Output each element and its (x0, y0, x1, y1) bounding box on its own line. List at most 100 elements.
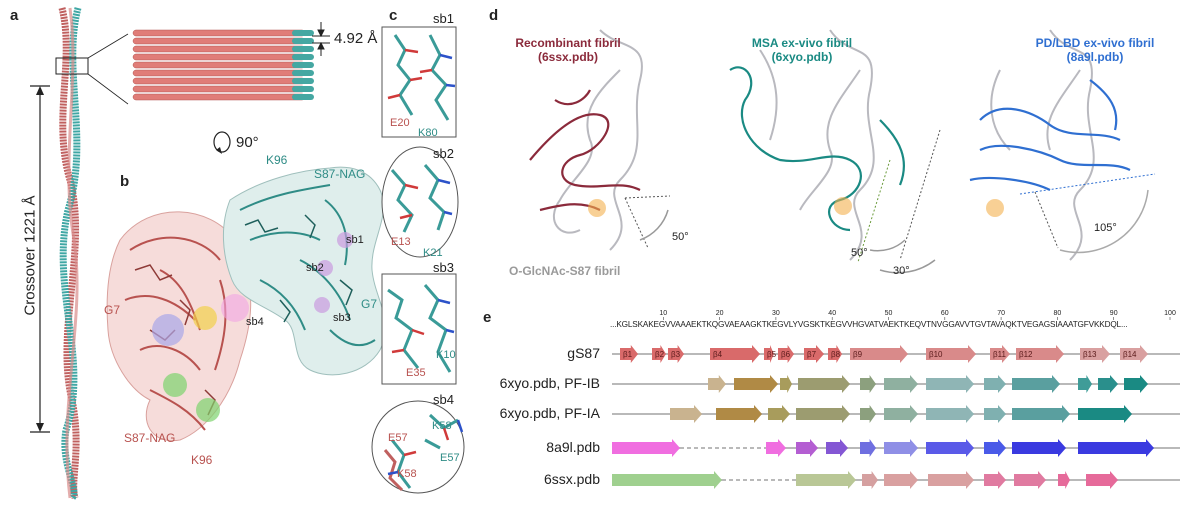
beta-strand-arrow (926, 439, 974, 457)
zoom-box (55, 57, 89, 75)
sheet-layer-end (292, 78, 314, 84)
crossover-arrow (30, 85, 50, 433)
label-sb1: sb1 (346, 234, 364, 246)
panel-letter-d: d (489, 7, 499, 24)
beta-strand-label: β7 (807, 350, 817, 359)
fibril-sheet-zoom (132, 29, 314, 101)
beta-strand-arrow (1012, 405, 1070, 423)
sheet-layer (132, 69, 306, 77)
strand-diagram: β1 β2 β3 β4 β5 β6 β7 β8 β9 β10 β11 β12 β13 β14 (612, 345, 1180, 489)
beta-strand-arrow (984, 439, 1006, 457)
seq-tick-label: 70 (997, 310, 1005, 317)
sheet-layer (132, 85, 306, 93)
beta-strand-arrow (612, 439, 680, 457)
strand-row-label: 8a9l.pdb (546, 439, 600, 455)
label-g7-right: G7 (361, 297, 378, 311)
sb1-res-b: K80 (418, 127, 438, 139)
panel-letter-c: c (389, 7, 398, 24)
angle-label-2: 50° (851, 247, 868, 259)
beta-strand-arrow (1012, 375, 1060, 393)
sb4-res-b: E57 (388, 432, 408, 444)
beta-strand-arrow (668, 345, 684, 363)
beta-strand-arrow (984, 375, 1006, 393)
seq-tick-label: 100 (1164, 310, 1176, 317)
sb1-title: sb1 (433, 11, 454, 26)
sheet-layer-end (292, 70, 314, 76)
rotation-label: 90° (236, 134, 259, 151)
beta-strand-label: β11 (993, 350, 1006, 359)
beta-strand-label: β13 (1083, 350, 1097, 359)
beta-strand-label: β2 (655, 350, 665, 359)
title-6xyo: MSA ex-vivo fibril (6xyo.pdb) (751, 36, 853, 64)
beta-strand-arrow (652, 345, 666, 363)
beta-strand-arrow (826, 439, 848, 457)
strand-row (612, 375, 1180, 393)
strand-row (612, 439, 1180, 457)
beta-strand-arrow (766, 439, 786, 457)
crossover-label: Crossover 1221 Å (21, 195, 39, 316)
angle-label-3: 30° (893, 265, 910, 277)
rotation-icon (213, 131, 231, 154)
beta-strand-label: β10 (929, 350, 943, 359)
sb3-title: sb3 (433, 260, 454, 275)
title-6ssx: Recombinant fibril (6ssx.pdb) (515, 36, 621, 64)
sb2-box (381, 146, 459, 258)
beta-strand-arrow (798, 375, 850, 393)
angle-label-4: 105° (1094, 222, 1117, 234)
beta-strand-arrow (1086, 471, 1118, 489)
fibril-overlay-6ssx (529, 29, 643, 251)
label-k96-bottom: K96 (191, 453, 213, 467)
sb4-box (371, 400, 465, 494)
beta-strand-arrow (926, 405, 974, 423)
sheet-layer (132, 29, 306, 37)
beta-strand-arrow (710, 345, 760, 363)
sb1-box (381, 26, 457, 138)
beta-strand-arrow (1078, 405, 1132, 423)
beta-strand-label: β6 (781, 350, 791, 359)
beta-strand-label: β4 (713, 350, 723, 359)
strand-row-label: 6xyo.pdb, PF-IB (499, 375, 600, 391)
label-k96-top: K96 (266, 153, 288, 167)
label-s87nag-top: S87-NAG (314, 167, 366, 181)
sb3-res-a: K10 (436, 349, 456, 361)
label-g7-left: G7 (104, 303, 121, 317)
sheet-layer-end (292, 94, 314, 100)
sequence-text: ...KGLSKAKEGVVAAAEKTKQGVAEAAGKTKEGVLYVGS… (610, 320, 1128, 329)
label-sb4: sb4 (246, 316, 264, 328)
beta-strand-arrow (708, 375, 726, 393)
saltbridge-highlights (152, 232, 353, 422)
sheet-layer (132, 37, 306, 45)
density-map-right (223, 166, 386, 376)
seq-tick-label: 40 (828, 310, 836, 317)
beta-strand-arrow (1078, 375, 1092, 393)
beta-strand-arrow (780, 375, 792, 393)
sheet-layer-end (292, 38, 314, 44)
angle-markers (624, 129, 1156, 274)
spacing-marker (312, 22, 330, 56)
beta-strand-arrow (764, 345, 774, 363)
label-s87nag-bottom: S87-NAG (124, 431, 176, 445)
sb4-res-d: K58 (397, 468, 417, 480)
beta-strand-arrow (862, 471, 878, 489)
strand-row (612, 471, 1180, 489)
beta-strand-arrow (984, 405, 1006, 423)
sheet-layer-end (292, 62, 314, 68)
beta-strand-arrow (884, 375, 918, 393)
beta-strand-arrow (670, 405, 702, 423)
beta-strand-arrow (796, 439, 818, 457)
seq-tick-label: 50 (885, 310, 893, 317)
beta-strand-arrow (828, 345, 842, 363)
sb1-res-a: E20 (390, 117, 410, 129)
strand-row: β1 β2 β3 β4 β5 β6 β7 β8 β9 β10 β11 β12 β13 β14 (612, 345, 1180, 363)
beta-strand-arrow (620, 345, 638, 363)
beta-strand-arrow (984, 471, 1006, 489)
sheet-layer (132, 93, 306, 101)
sheet-layer (132, 53, 306, 61)
beta-strand-arrow (804, 345, 824, 363)
sb4-res-a: K58 (432, 420, 452, 432)
beta-strand-arrow (716, 405, 762, 423)
sheet-layer-end (292, 54, 314, 60)
sb4-res-c: E57 (440, 452, 460, 464)
seq-tick-label: 90 (1110, 310, 1118, 317)
